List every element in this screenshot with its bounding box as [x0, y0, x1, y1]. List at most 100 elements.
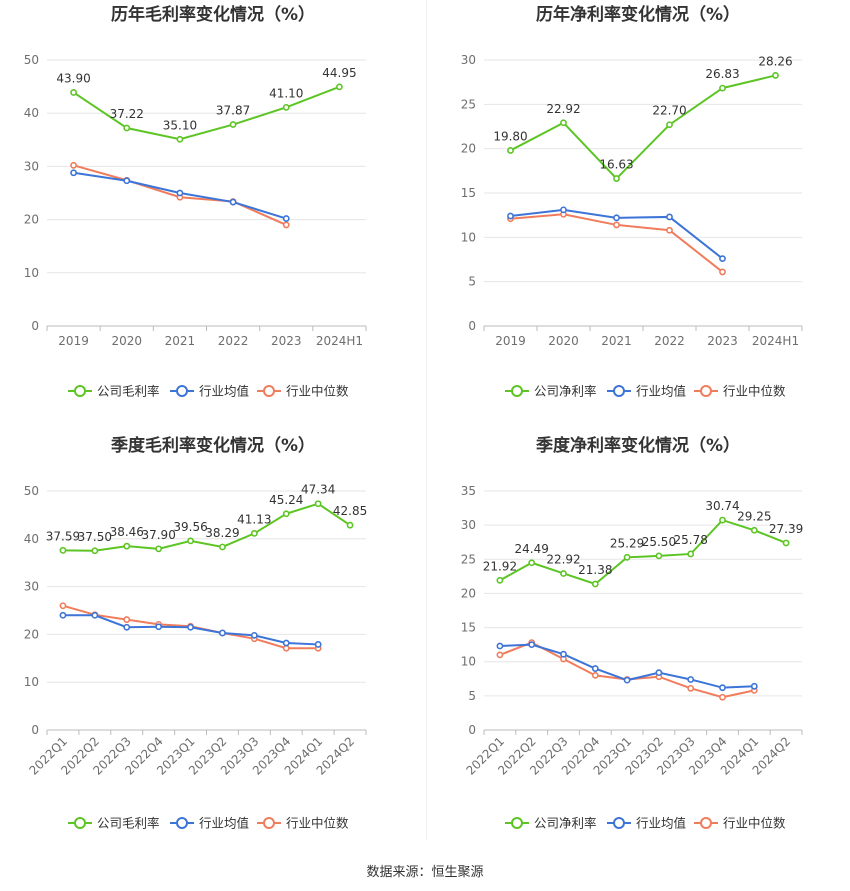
data-point-avg	[123, 623, 131, 631]
chart-title: 季度净利率变化情况（%）	[536, 435, 740, 456]
data-point-company	[750, 526, 758, 534]
series-line-company	[499, 518, 787, 586]
data-label: 37.90	[141, 528, 175, 542]
legend-label: 公司净利率	[534, 384, 597, 399]
data-label: 37.59	[46, 529, 80, 543]
y-tick-label: 50	[24, 53, 39, 67]
legend-label: 行业均值	[199, 816, 249, 831]
data-point-company	[623, 553, 631, 561]
x-tick-label: 2023	[707, 334, 738, 348]
legend-marker-icon	[263, 385, 275, 397]
data-point-avg	[560, 650, 567, 658]
panel-divider	[426, 0, 427, 840]
data-point-avg	[187, 623, 194, 631]
data-point-company	[560, 119, 567, 127]
chart-panel-2: 历年净利率变化情况（%） 0 5 10 15 20 25 30 2019 2020 2021 2022…	[461, 4, 803, 399]
x-tick-label: 2019	[495, 334, 526, 348]
y-tick-label: 40	[24, 106, 39, 120]
legend-item-avg: 行业均值	[607, 384, 686, 399]
data-point-median	[613, 221, 620, 229]
y-tick-label: 30	[461, 53, 476, 67]
legend-label: 公司毛利率	[97, 384, 160, 399]
data-label: 30.74	[705, 499, 739, 513]
data-point-avg	[687, 676, 695, 683]
legend-item-avg: 行业均值	[170, 816, 249, 831]
x-tick-label: 2023	[271, 334, 302, 348]
data-point-median	[282, 644, 290, 652]
legend-marker-icon	[613, 817, 625, 829]
legend-label: 行业中位数	[286, 816, 349, 831]
data-point-company	[666, 121, 673, 129]
legend-marker-icon	[74, 817, 86, 829]
y-tick-label: 0	[31, 319, 39, 333]
data-label: 39.56	[173, 520, 207, 534]
data-point-median	[59, 602, 67, 610]
legend-label: 行业均值	[636, 816, 686, 831]
data-point-median	[70, 161, 77, 169]
data-point-avg	[560, 206, 567, 214]
data-point-company	[229, 121, 237, 128]
data-point-avg	[91, 611, 99, 619]
data-label: 43.90	[56, 71, 90, 85]
legend-item-avg: 行业均值	[170, 384, 249, 399]
data-point-company	[155, 545, 163, 553]
y-tick-label: 15	[461, 186, 476, 200]
data-point-median	[496, 651, 504, 659]
data-point-company	[772, 72, 779, 79]
chart-panel-3: 季度毛利率变化情况（%）010203040502022Q12022Q22022Q…	[24, 435, 368, 831]
data-point-avg	[155, 623, 163, 631]
chart-title: 季度毛利率变化情况（%）	[111, 435, 315, 456]
legend-item-avg: 行业均值	[607, 816, 686, 831]
data-point-company	[123, 124, 131, 132]
y-tick-label: 5	[468, 689, 476, 703]
y-tick-label: 0	[468, 319, 476, 333]
data-point-median	[282, 221, 290, 229]
x-tick-label: 2022	[218, 334, 249, 348]
data-point-company	[719, 516, 726, 524]
data-point-avg	[750, 682, 758, 690]
legend-marker-icon	[700, 385, 712, 397]
data-label: 29.25	[737, 509, 771, 523]
legend-item-median: 行业中位数	[257, 384, 349, 399]
data-point-company	[687, 550, 695, 558]
series-line-median	[499, 641, 755, 699]
data-label: 37.87	[216, 104, 250, 118]
y-tick-label: 0	[468, 723, 476, 737]
y-tick-label: 10	[461, 655, 476, 669]
y-tick-label: 15	[461, 621, 476, 635]
legend-marker-icon	[700, 817, 712, 829]
data-label: 38.46	[110, 525, 144, 539]
data-label: 21.92	[483, 559, 517, 573]
data-point-avg	[314, 641, 322, 648]
data-label: 19.80	[493, 129, 527, 143]
data-point-company	[346, 521, 354, 529]
y-tick-label: 0	[31, 723, 39, 737]
y-tick-label: 25	[461, 552, 476, 566]
y-tick-label: 25	[461, 97, 476, 111]
legend-label: 行业中位数	[723, 384, 786, 399]
data-point-company	[782, 539, 790, 547]
y-tick-label: 30	[24, 159, 39, 173]
y-tick-label: 40	[24, 532, 39, 546]
x-tick-label: 2020	[111, 334, 142, 348]
data-point-company	[507, 147, 514, 154]
legend-label: 行业均值	[636, 384, 686, 399]
x-tick-label: 2021	[601, 334, 632, 348]
legend-item-company: 公司毛利率	[68, 816, 160, 831]
data-point-median	[719, 268, 726, 276]
data-label: 22.92	[546, 102, 580, 116]
data-point-median	[666, 226, 673, 234]
data-point-avg	[613, 214, 620, 222]
y-tick-label: 20	[24, 213, 39, 227]
data-point-avg	[282, 639, 290, 647]
data-point-avg	[176, 189, 184, 197]
data-label: 44.95	[322, 66, 356, 80]
data-label: 16.63	[599, 158, 633, 172]
legend-marker-icon	[511, 385, 523, 397]
series-line-company	[510, 74, 776, 180]
chart-panel-4: 季度净利率变化情况（%）051015202530352022Q12022Q220…	[461, 435, 804, 831]
legend-marker-icon	[511, 817, 523, 829]
chart-title: 历年毛利率变化情况（%）	[111, 4, 315, 25]
data-label: 35.10	[163, 118, 197, 132]
x-tick-label: 2021	[165, 334, 196, 348]
